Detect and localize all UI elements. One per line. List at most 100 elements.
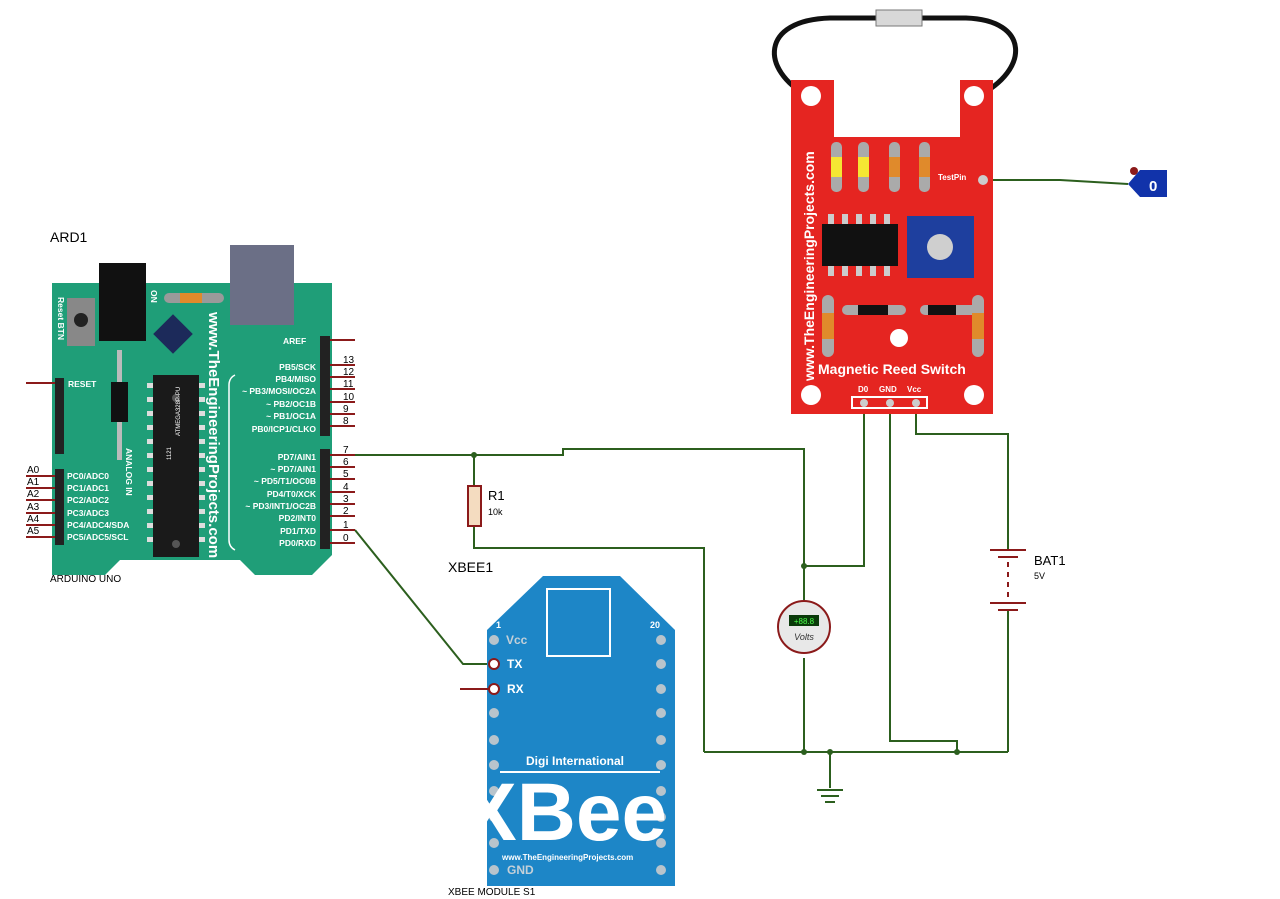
digital-pins-high: 13 12 11 10 9 8 PB5/SCK PB4/MISO ~ PB3/M… — [242, 355, 355, 434]
aref-header — [320, 336, 330, 436]
junction-dot — [801, 749, 807, 755]
digital-pin-num: 7 — [343, 445, 349, 456]
aref-label: AREF — [283, 336, 306, 346]
reed-led — [890, 329, 908, 347]
digital-pin-num: 11 — [343, 379, 354, 390]
digital-pin-int: PD1/TXD — [280, 526, 316, 536]
xbee-rx-pin[interactable] — [488, 683, 500, 695]
analog-pin-ext: A2 — [27, 489, 40, 500]
digital-pin-int: PB4/MISO — [275, 374, 316, 384]
reed-component — [928, 305, 956, 315]
reed-component — [858, 305, 888, 315]
reed-pin-label: D0 — [858, 385, 869, 394]
junction-dot — [471, 452, 477, 458]
arduino-brand: www.TheEngineeringProjects.com — [205, 311, 222, 558]
xbee-ref: XBEE1 — [448, 559, 493, 575]
wire-d1-xbee[interactable] — [354, 529, 488, 665]
reed-component — [919, 157, 930, 177]
xbee-name: XBEE MODULE S1 — [448, 887, 536, 898]
wire-testpin-probe[interactable] — [988, 179, 1129, 185]
digital-pin-num: 5 — [343, 469, 349, 480]
xbee-left-pins — [489, 635, 499, 875]
reed-title: Magnetic Reed Switch — [818, 361, 966, 377]
xbee-rx-label: RX — [507, 682, 524, 696]
xbee-module[interactable]: XBEE1 1 20 Vcc TX RX Digi International … — [448, 559, 675, 898]
wire-d0-sensor[interactable] — [804, 412, 865, 567]
analog-header — [55, 469, 64, 545]
resistor-ref: R1 — [488, 488, 505, 503]
probe-value: 0 — [1149, 178, 1157, 195]
digital-pin-int: PD7/AIN1 — [278, 452, 317, 462]
resistor-body — [467, 485, 482, 527]
analog-pin-ext: A4 — [27, 514, 40, 525]
wire-d7-net[interactable] — [355, 448, 805, 566]
wire-sensor-gnd[interactable] — [889, 412, 958, 752]
potentiometer-knob — [927, 234, 953, 260]
digital-pins-low: 7 6 5 4 3 2 1 0 PD7/AIN1 ~ PD7/AIN1 ~ PD… — [245, 445, 355, 548]
digital-low-header — [320, 449, 330, 549]
xbee-tx-label: TX — [507, 657, 522, 671]
wire-r1-bottom[interactable] — [473, 526, 705, 752]
reed-testpin[interactable] — [978, 175, 988, 185]
digital-pin-int: ~ PD7/AIN1 — [270, 464, 316, 474]
reed-mount-hole — [964, 385, 984, 405]
usb-port — [230, 245, 294, 325]
digital-pin-int: PB0/ICP1/CLKO — [252, 424, 317, 434]
reed-pin-label: Vcc — [907, 385, 922, 394]
reed-ic-legs — [828, 214, 890, 276]
digital-pin-num: 0 — [343, 533, 349, 544]
voltmeter-unit: Volts — [794, 632, 814, 642]
chip-label: ATMEGA328P-PU — [176, 387, 182, 436]
chip-sub: 1121 — [167, 446, 173, 460]
reed-pin-d0[interactable] — [860, 399, 868, 407]
on-label: ON — [149, 290, 159, 303]
xbee-maker: Digi International — [526, 754, 624, 768]
reed-lead-right — [920, 15, 1018, 99]
digital-pin-num: 8 — [343, 416, 349, 427]
reed-component — [889, 157, 900, 177]
reed-component — [858, 157, 869, 177]
xbee-tx-pin[interactable] — [488, 658, 500, 670]
arduino-ref: ARD1 — [50, 229, 88, 245]
digital-pin-int: PD2/INT0 — [279, 513, 317, 523]
digital-pin-int: PD0/RXD — [279, 538, 316, 548]
battery[interactable]: BAT1 5V — [990, 549, 1066, 611]
chip-notch — [172, 540, 180, 548]
probe-indicator — [1130, 167, 1138, 175]
logic-probe[interactable]: 0 — [1128, 167, 1167, 197]
arduino-uno[interactable]: ARD1 Reset BTN ON ANALOG IN ATMEGA328P-P… — [26, 229, 355, 585]
digital-pin-int: PD4/T0/XCK — [267, 489, 317, 499]
reed-glass — [875, 9, 923, 27]
digital-pin-num: 3 — [343, 494, 349, 505]
analog-pin-int: PC2/ADC2 — [67, 495, 109, 505]
digital-pin-int: PB5/SCK — [279, 362, 317, 372]
voltmeter[interactable]: +88.8 Volts — [777, 600, 831, 654]
reed-pin-vcc[interactable] — [912, 399, 920, 407]
voltmeter-display-value: +88.8 — [794, 617, 815, 626]
junction-dot — [827, 749, 833, 755]
chip-legs — [147, 383, 205, 542]
atmega-chip — [153, 375, 199, 557]
ground-symbol — [817, 789, 843, 803]
header-bracket — [228, 374, 236, 551]
reed-pin-label: GND — [879, 385, 897, 394]
reed-component — [831, 157, 842, 177]
magnetic-reed-switch[interactable]: TestPin www.TheEngineeringProjects.com M… — [771, 9, 1018, 414]
xbee-brand: www.TheEngineeringProjects.com — [501, 853, 633, 862]
resistor-value: 10k — [488, 507, 503, 517]
junction-dot — [801, 563, 807, 569]
resistor-r1[interactable]: R1 10k — [467, 485, 505, 527]
wire-sensor-vcc[interactable] — [915, 412, 1009, 550]
analog-pin-int: PC0/ADC0 — [67, 471, 109, 481]
power-jack — [99, 263, 146, 341]
analog-pin-int: PC5/ADC5/SCL — [67, 532, 128, 542]
digital-pin-num: 12 — [343, 367, 355, 378]
voltmeter-body — [777, 600, 831, 654]
reed-pin-gnd[interactable] — [886, 399, 894, 407]
digital-pin-int: ~ PD5/T1/OC0B — [254, 476, 316, 486]
digital-pin-int: ~ PB2/OC1B — [266, 399, 316, 409]
diode — [111, 382, 128, 422]
reset-button-cap — [74, 313, 88, 327]
analog-in-label: ANALOG IN — [124, 448, 134, 496]
